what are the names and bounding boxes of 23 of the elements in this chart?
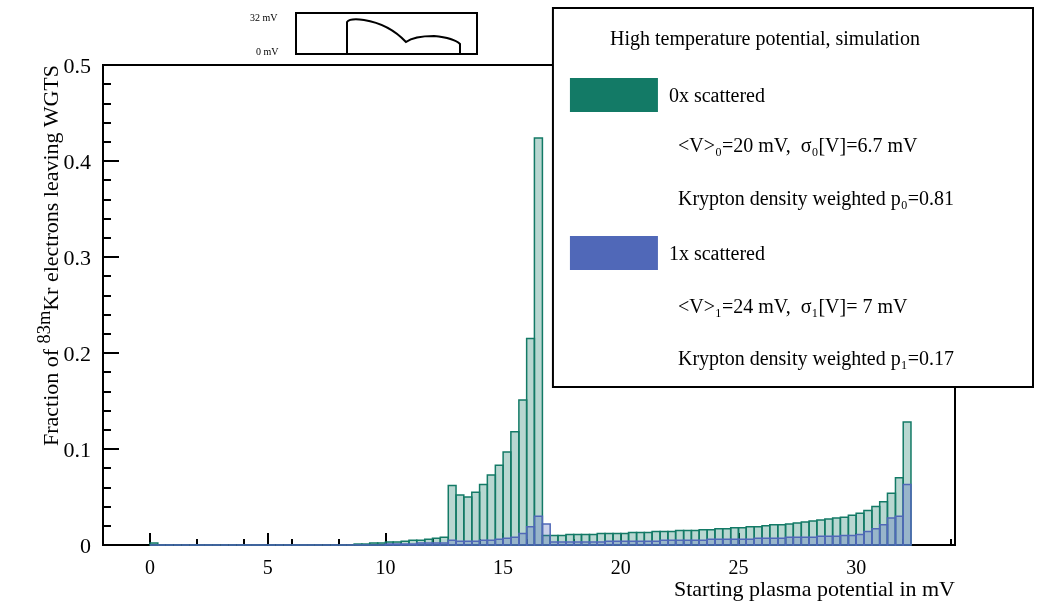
y-tick-label: 0.5 — [63, 52, 91, 78]
x-tick-label: 10 — [375, 556, 396, 578]
y-tick-label: 0.4 — [63, 148, 91, 174]
x-tick-label: 15 — [493, 556, 514, 578]
x-tick-label: 5 — [262, 556, 273, 578]
x-tick-label: 30 — [846, 556, 867, 578]
legend-title: High temperature potential, simulation — [610, 27, 920, 50]
legend-label: 1x scattered — [668, 242, 766, 264]
y-tick-label: 0 — [80, 532, 91, 558]
annotation: <V>₀=20 mV, σ₀[V]=6.7 mV — [678, 134, 919, 156]
x-tick-label: 25 — [728, 556, 749, 578]
text: 32 mV — [250, 12, 278, 23]
legend-label: 0x scattered — [668, 84, 766, 106]
x-axis-title: Starting plasma potential in mV — [673, 575, 956, 601]
annotation: Krypton density weighted p₀=0.81 — [678, 187, 954, 210]
y-tick-label: 0.3 — [63, 244, 91, 270]
x-tick-label: 0 — [145, 556, 156, 578]
annotation: Krypton density weighted p₁=0.17 — [678, 347, 954, 370]
y-tick-label: 0.2 — [63, 340, 91, 366]
x-tick-label: 20 — [610, 556, 631, 578]
text: 0 mV — [256, 46, 279, 57]
annotation: <V>₁=24 mV, σ₁[V]= 7 mV — [678, 295, 909, 317]
y-tick-label: 0.1 — [63, 436, 91, 462]
